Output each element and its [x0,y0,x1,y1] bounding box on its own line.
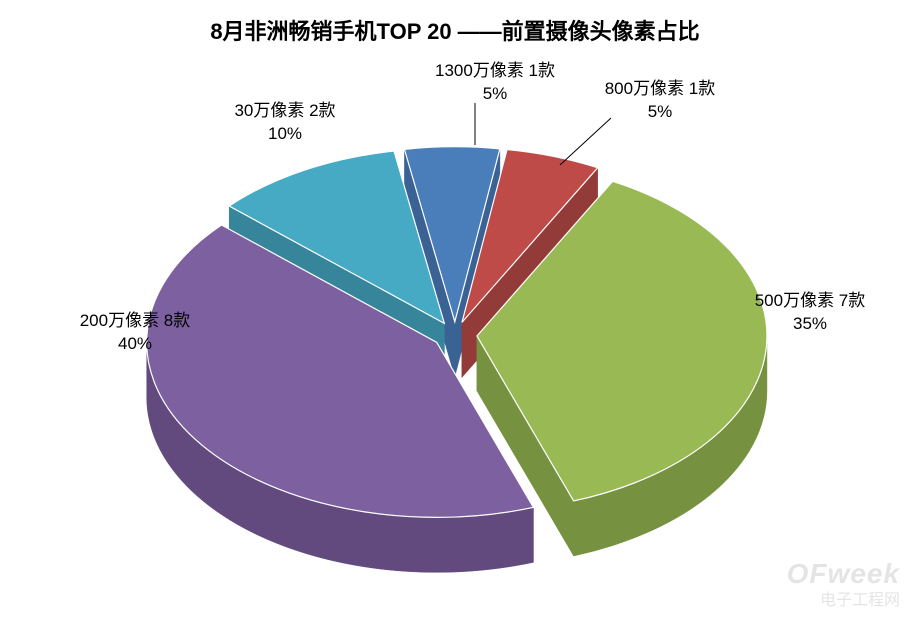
slice-label-name: 800万像素 1款 [560,78,760,101]
slice-label-name: 500万像素 7款 [720,290,900,313]
slice-label-1: 800万像素 1款5% [560,78,760,124]
slice-label-percent: 40% [35,333,235,356]
slice-label-percent: 35% [720,313,900,336]
slice-label-name: 30万像素 2款 [195,100,375,123]
leader-line [560,118,611,165]
slice-label-4: 30万像素 2款10% [195,100,375,146]
slice-label-name: 200万像素 8款 [35,310,235,333]
slice-label-percent: 10% [195,123,375,146]
slice-label-percent: 5% [560,101,760,124]
slice-label-2: 500万像素 7款35% [720,290,900,336]
slice-label-3: 200万像素 8款40% [35,310,235,356]
